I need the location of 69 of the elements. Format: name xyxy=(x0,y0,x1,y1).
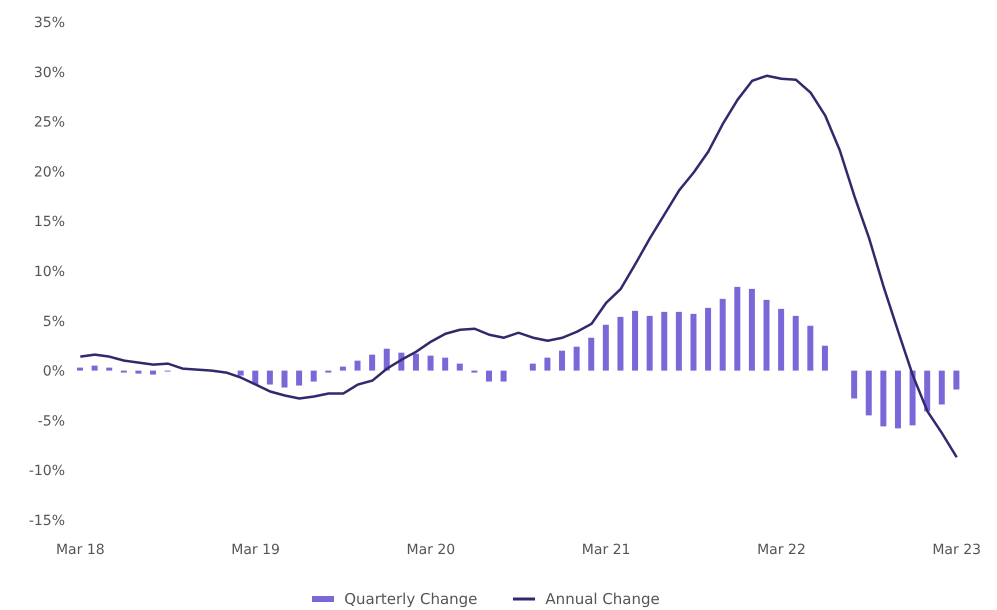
x-tick-label: Mar 22 xyxy=(757,542,806,558)
bar xyxy=(792,316,799,371)
bar xyxy=(851,370,858,398)
bar xyxy=(924,370,930,412)
bar xyxy=(734,286,740,371)
bar xyxy=(938,370,945,404)
y-tick-label: 30% xyxy=(34,64,65,81)
bar xyxy=(894,370,901,428)
bar xyxy=(530,364,536,371)
bar xyxy=(602,324,609,371)
bar xyxy=(778,308,784,371)
x-tick-label: Mar 23 xyxy=(932,542,982,558)
bar xyxy=(588,338,594,371)
bar xyxy=(456,364,463,371)
bar xyxy=(910,370,916,426)
bar xyxy=(661,312,668,371)
legend-label: Annual Change xyxy=(545,590,660,608)
bar xyxy=(822,346,828,371)
bar xyxy=(764,300,770,371)
bar xyxy=(252,370,258,385)
bar xyxy=(296,370,302,386)
y-tick-label: 35% xyxy=(34,14,65,31)
bar xyxy=(486,370,492,382)
y-tick-label: 15% xyxy=(34,214,65,230)
bar xyxy=(442,358,448,371)
bar xyxy=(559,350,566,371)
bar xyxy=(77,368,83,371)
bar xyxy=(690,314,696,371)
bar xyxy=(880,370,886,426)
bar xyxy=(135,370,142,374)
x-tick-label: Mar 20 xyxy=(406,542,456,558)
y-tick-label: -15% xyxy=(28,512,65,529)
bar xyxy=(500,370,507,382)
y-tick-label: -5% xyxy=(38,413,65,430)
bar xyxy=(866,370,872,416)
bar xyxy=(281,370,288,388)
bar xyxy=(92,366,98,371)
bar xyxy=(150,370,156,375)
line-series xyxy=(79,74,958,458)
bar xyxy=(238,370,244,376)
bar xyxy=(266,370,273,385)
bar xyxy=(720,298,726,371)
bar xyxy=(412,354,419,371)
bar xyxy=(705,308,712,371)
bar xyxy=(748,288,755,371)
bar xyxy=(632,310,638,371)
bar xyxy=(340,366,346,371)
x-tick-label: Mar 18 xyxy=(56,542,105,558)
y-tick-label: -10% xyxy=(28,463,65,480)
bar xyxy=(369,354,376,371)
bar xyxy=(106,368,112,371)
bar xyxy=(574,346,580,371)
legend-label: Quarterly Change xyxy=(344,590,478,608)
bar xyxy=(646,316,653,371)
x-tick-label: Mar 19 xyxy=(231,542,280,558)
bar xyxy=(310,370,317,382)
x-tick-label: Mar 21 xyxy=(582,542,630,558)
bar xyxy=(354,360,361,371)
bar xyxy=(544,358,550,371)
y-tick-label: 5% xyxy=(42,314,65,330)
bar xyxy=(428,356,434,371)
y-tick-label: 10% xyxy=(34,264,65,280)
bar xyxy=(953,370,960,390)
y-tick-label: 25% xyxy=(34,114,65,131)
bar xyxy=(807,326,814,371)
y-tick-label: 20% xyxy=(34,164,65,180)
bar xyxy=(676,312,682,371)
bar xyxy=(617,316,624,371)
y-tick-label: 0% xyxy=(42,364,65,380)
